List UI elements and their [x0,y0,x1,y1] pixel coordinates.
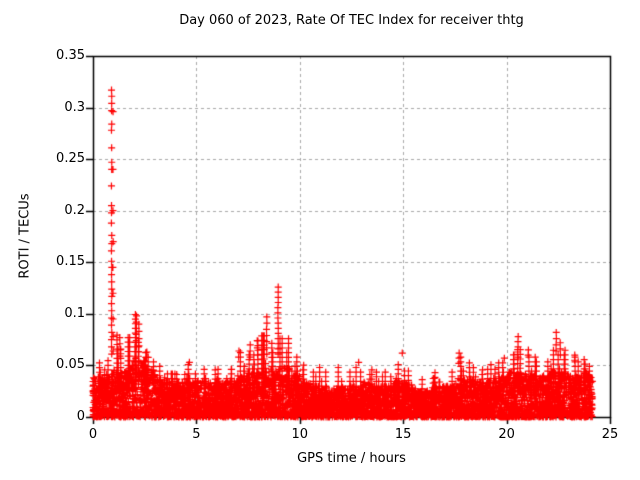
x-tick-label: 5 [192,427,201,442]
y-tick-label: 0.2 [64,202,85,218]
y-tick-label: 0.25 [56,151,85,167]
y-tick-label: 0.1 [64,305,85,321]
x-axis-label: GPS time / hours [297,451,406,466]
x-tick-label: 25 [601,427,619,442]
chart-title: Day 060 of 2023, Rate Of TEC Index for r… [179,13,524,28]
y-tick-label: 0 [76,409,85,424]
x-tick-label: 0 [88,427,98,442]
y-tick-label: 0.15 [56,254,85,270]
y-tick-label: 0.05 [56,357,85,373]
x-tick-label: 10 [291,427,309,442]
x-tick-label: 20 [498,427,515,442]
x-tick-label: 15 [394,427,412,442]
y-tick-label: 0.3 [64,99,85,115]
y-tick-label: 0.35 [56,48,85,63]
